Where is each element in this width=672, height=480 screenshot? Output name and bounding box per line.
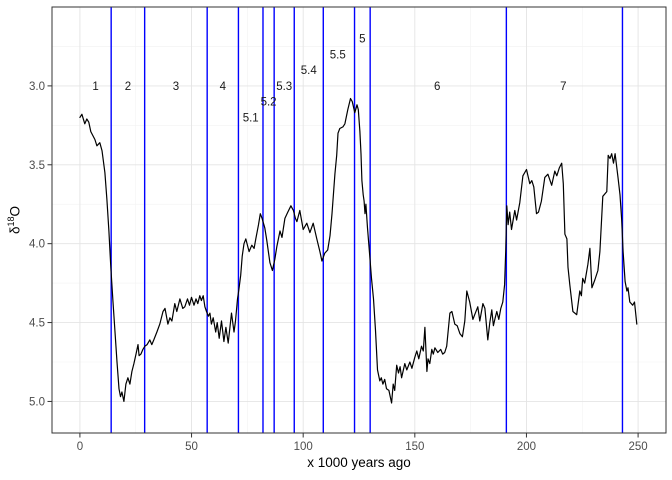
- y-tick-label: 3.5: [29, 160, 45, 172]
- panel-border: [51, 6, 667, 434]
- axis-ticks-and-labels: 0 50 100 150 200 250 3.0 3.5 4.0 4.5 5.0: [29, 81, 648, 453]
- mis-boundary-lines: [110, 7, 624, 433]
- y-axis-title: δ18O: [6, 206, 23, 234]
- stage-label-7: 7: [560, 81, 566, 93]
- stage-label-5.4: 5.4: [301, 65, 318, 77]
- stage-labels: 1 2 3 4 5.15.2 5.3 5.4 5.5 5 6 7: [92, 34, 566, 125]
- stage-label-4: 4: [220, 81, 227, 93]
- delta18o-series-line: [79, 97, 638, 404]
- y-axis-title-delta: δ: [7, 226, 23, 235]
- x-axis-title: x 1000 years ago: [307, 455, 411, 470]
- stage-label-2: 2: [125, 81, 131, 93]
- y-tick-label: 4.0: [29, 239, 45, 251]
- stage-label-5: 5: [359, 34, 365, 46]
- x-tick-label: 250: [628, 441, 647, 453]
- stage-label-1: 1: [92, 81, 98, 93]
- y-tick-label: 3.0: [29, 81, 45, 93]
- y-axis-title-superscript: 18: [5, 216, 16, 227]
- x-tick-label: 50: [185, 441, 198, 453]
- x-tick-label: 200: [517, 441, 536, 453]
- stage-label-5.2: 5.2: [261, 97, 277, 109]
- stage-label-5.5: 5.5: [330, 49, 346, 61]
- x-tick-label: 100: [294, 441, 313, 453]
- y-axis-title-element: O: [7, 205, 23, 217]
- x-tick-label: 150: [405, 441, 424, 453]
- stage-label-6: 6: [434, 81, 440, 93]
- major-gridlines: [52, 7, 666, 433]
- y-tick-label: 4.5: [29, 318, 45, 330]
- x-tick-label: 0: [77, 441, 83, 453]
- stage-label-5.1: 5.1: [243, 112, 259, 124]
- stage-label-3: 3: [173, 81, 179, 93]
- y-tick-label: 5.0: [29, 396, 45, 408]
- stage-label-5.3: 5.3: [276, 81, 292, 93]
